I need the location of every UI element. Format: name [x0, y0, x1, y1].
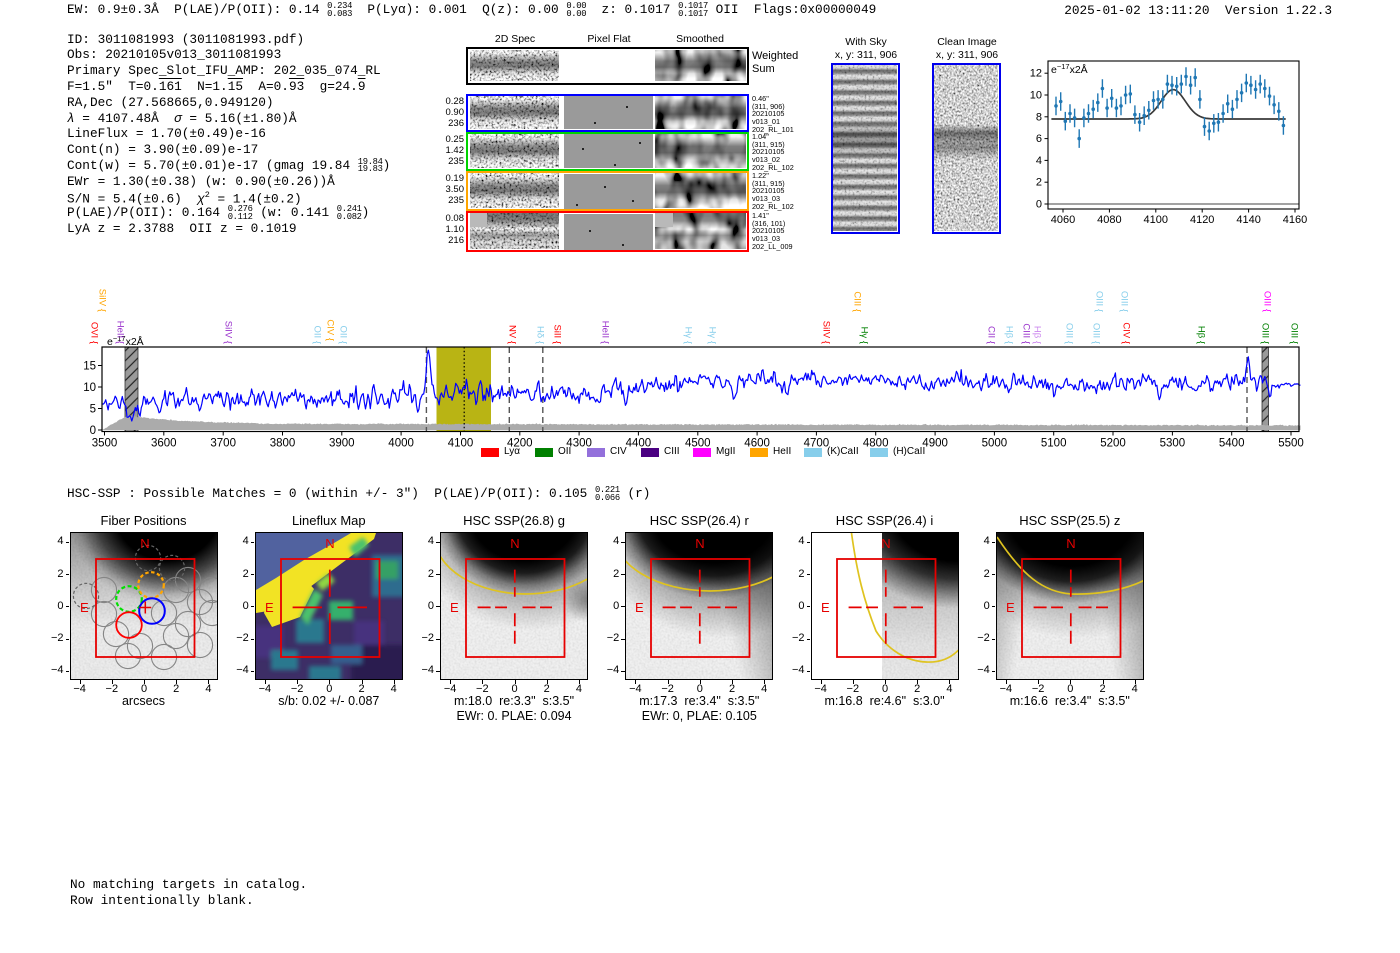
svg-text:5500: 5500 — [1278, 438, 1304, 450]
svg-text:CIV {: CIV { — [1121, 322, 1132, 344]
svg-text:OIII {: OIII { — [1260, 323, 1271, 344]
svg-text:N: N — [696, 536, 705, 551]
svg-text:SiIV {: SiIV { — [223, 321, 234, 344]
svg-text:CII {: CII { — [986, 326, 997, 344]
svg-text:2: 2 — [1036, 177, 1042, 189]
svg-text:4400: 4400 — [626, 438, 652, 450]
svg-text:OIII {: OIII { — [1091, 323, 1102, 344]
svg-text:OIII {: OIII { — [1094, 291, 1105, 312]
svg-text:CIII {: CIII { — [852, 291, 863, 312]
svg-text:E: E — [1006, 600, 1015, 615]
svg-text:Hγ {: Hγ { — [859, 327, 870, 344]
svg-text:5200: 5200 — [1100, 438, 1126, 450]
svg-text:N: N — [140, 536, 149, 551]
svg-text:4140: 4140 — [1236, 214, 1260, 226]
svg-text:OIII {: OIII { — [1262, 291, 1273, 312]
svg-text:4120: 4120 — [1190, 214, 1214, 226]
svg-text:3500: 3500 — [92, 438, 118, 450]
svg-text:4100: 4100 — [448, 438, 474, 450]
svg-text:CIII {: CIII { — [1021, 323, 1032, 344]
svg-text:5300: 5300 — [1160, 438, 1186, 450]
svg-text:HeII {: HeII { — [115, 321, 126, 344]
svg-text:4900: 4900 — [922, 438, 948, 450]
svg-text:12: 12 — [1030, 68, 1042, 80]
svg-text:5: 5 — [90, 404, 96, 416]
svg-text:SiIV {: SiIV { — [97, 289, 108, 312]
svg-text:15: 15 — [83, 361, 96, 373]
svg-text:CIV {: CIV { — [325, 319, 336, 341]
svg-text:4000: 4000 — [388, 438, 414, 450]
svg-text:10: 10 — [83, 382, 96, 394]
svg-text:4600: 4600 — [744, 438, 770, 450]
svg-text:4200: 4200 — [507, 438, 533, 450]
svg-text:5000: 5000 — [982, 438, 1008, 450]
svg-text:Hβ {: Hβ { — [1196, 326, 1207, 344]
svg-text:4160: 4160 — [1283, 214, 1307, 226]
svg-text:E: E — [80, 600, 89, 615]
svg-text:E: E — [821, 600, 830, 615]
svg-text:E: E — [265, 600, 274, 615]
svg-text:3900: 3900 — [329, 438, 355, 450]
svg-text:E: E — [450, 600, 459, 615]
svg-text:0: 0 — [1036, 199, 1042, 211]
svg-text:5100: 5100 — [1041, 438, 1067, 450]
svg-text:OIII {: OIII { — [1289, 323, 1300, 344]
svg-text:4060: 4060 — [1051, 214, 1075, 226]
svg-text:10: 10 — [1030, 90, 1042, 102]
svg-text:OIII {: OIII { — [1119, 291, 1130, 312]
svg-text:3800: 3800 — [270, 438, 296, 450]
svg-text:E: E — [635, 600, 644, 615]
svg-text:Hγ {: Hγ { — [707, 327, 718, 344]
svg-text:N: N — [325, 536, 334, 551]
svg-text:5400: 5400 — [1219, 438, 1245, 450]
svg-text:4100: 4100 — [1144, 214, 1168, 226]
svg-text:3700: 3700 — [210, 438, 236, 450]
svg-text:HeII {: HeII { — [600, 321, 611, 344]
svg-text:Hβ {: Hβ { — [1004, 326, 1015, 344]
svg-text:SiIV {: SiIV { — [821, 321, 832, 344]
svg-text:3600: 3600 — [151, 438, 177, 450]
svg-text:OII {: OII { — [338, 326, 349, 344]
svg-text:NV {: NV { — [507, 325, 518, 344]
svg-text:N: N — [881, 536, 890, 551]
svg-text:OII {: OII { — [312, 326, 323, 344]
svg-text:4: 4 — [1036, 155, 1042, 167]
svg-text:N: N — [1066, 536, 1075, 551]
svg-text:4500: 4500 — [685, 438, 711, 450]
svg-text:OIII {: OIII { — [1064, 323, 1075, 344]
svg-text:8: 8 — [1036, 111, 1042, 123]
svg-text:Hδ {: Hδ { — [535, 326, 546, 344]
svg-text:4700: 4700 — [804, 438, 830, 450]
svg-text:4300: 4300 — [566, 438, 592, 450]
svg-text:6: 6 — [1036, 133, 1042, 145]
svg-text:0: 0 — [90, 425, 96, 437]
svg-text:Hβ {: Hβ { — [1032, 326, 1043, 344]
svg-text:4080: 4080 — [1097, 214, 1121, 226]
svg-text:SiII {: SiII { — [552, 324, 563, 344]
svg-text:OVI {: OVI { — [89, 322, 100, 344]
svg-text:N: N — [510, 536, 519, 551]
svg-text:4800: 4800 — [863, 438, 889, 450]
svg-text:Hγ {: Hγ { — [683, 327, 694, 344]
svg-text:e−17x2Å: e−17x2Å — [1051, 62, 1088, 76]
